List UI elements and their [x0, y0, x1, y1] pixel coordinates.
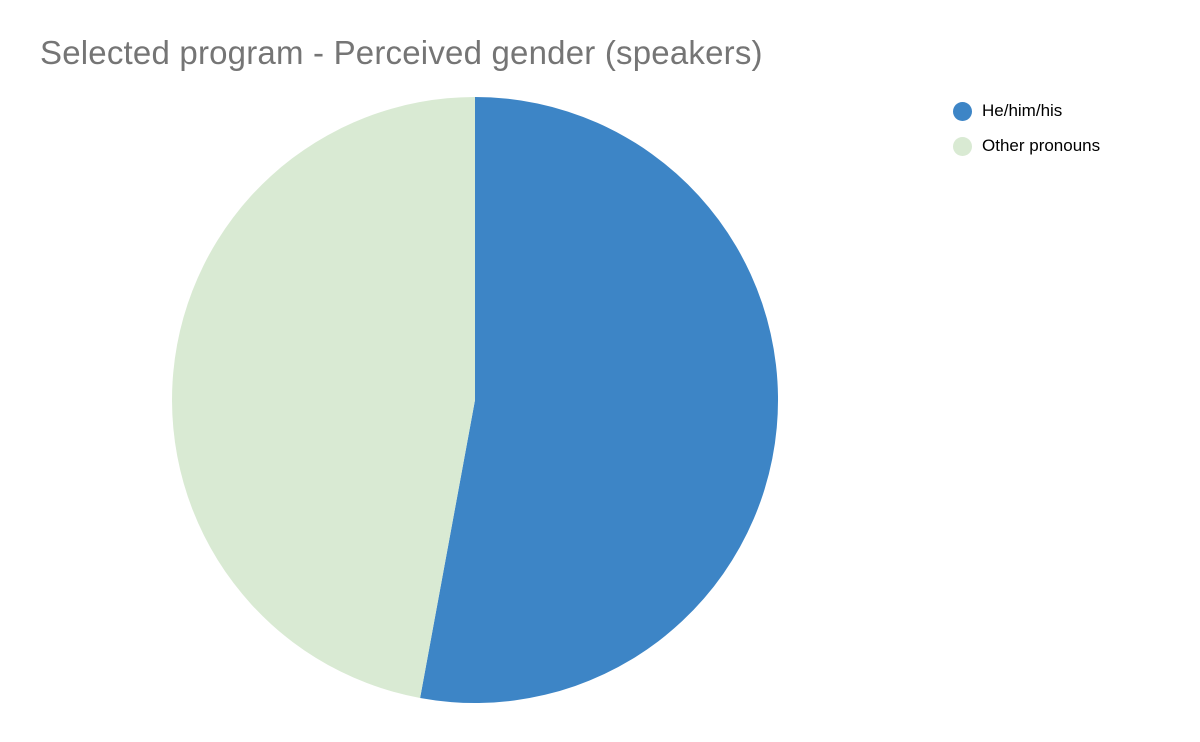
legend-item-other-pronouns: Other pronouns — [953, 136, 1100, 156]
chart-title: Selected program - Perceived gender (spe… — [40, 34, 763, 71]
pie-slice-other-pronouns[interactable] — [172, 97, 476, 698]
pie-slice-he-him-his[interactable] — [420, 97, 779, 703]
legend-label-other-pronouns: Other pronouns — [982, 136, 1101, 155]
legend-label-he-him-his: He/him/his — [982, 101, 1063, 120]
legend-item-he-him-his: He/him/his — [953, 101, 1100, 121]
legend-swatch-other-pronouns — [953, 136, 972, 156]
legend: He/him/his Other pronouns — [953, 101, 1100, 156]
legend-swatch-he-him-his — [953, 101, 972, 121]
